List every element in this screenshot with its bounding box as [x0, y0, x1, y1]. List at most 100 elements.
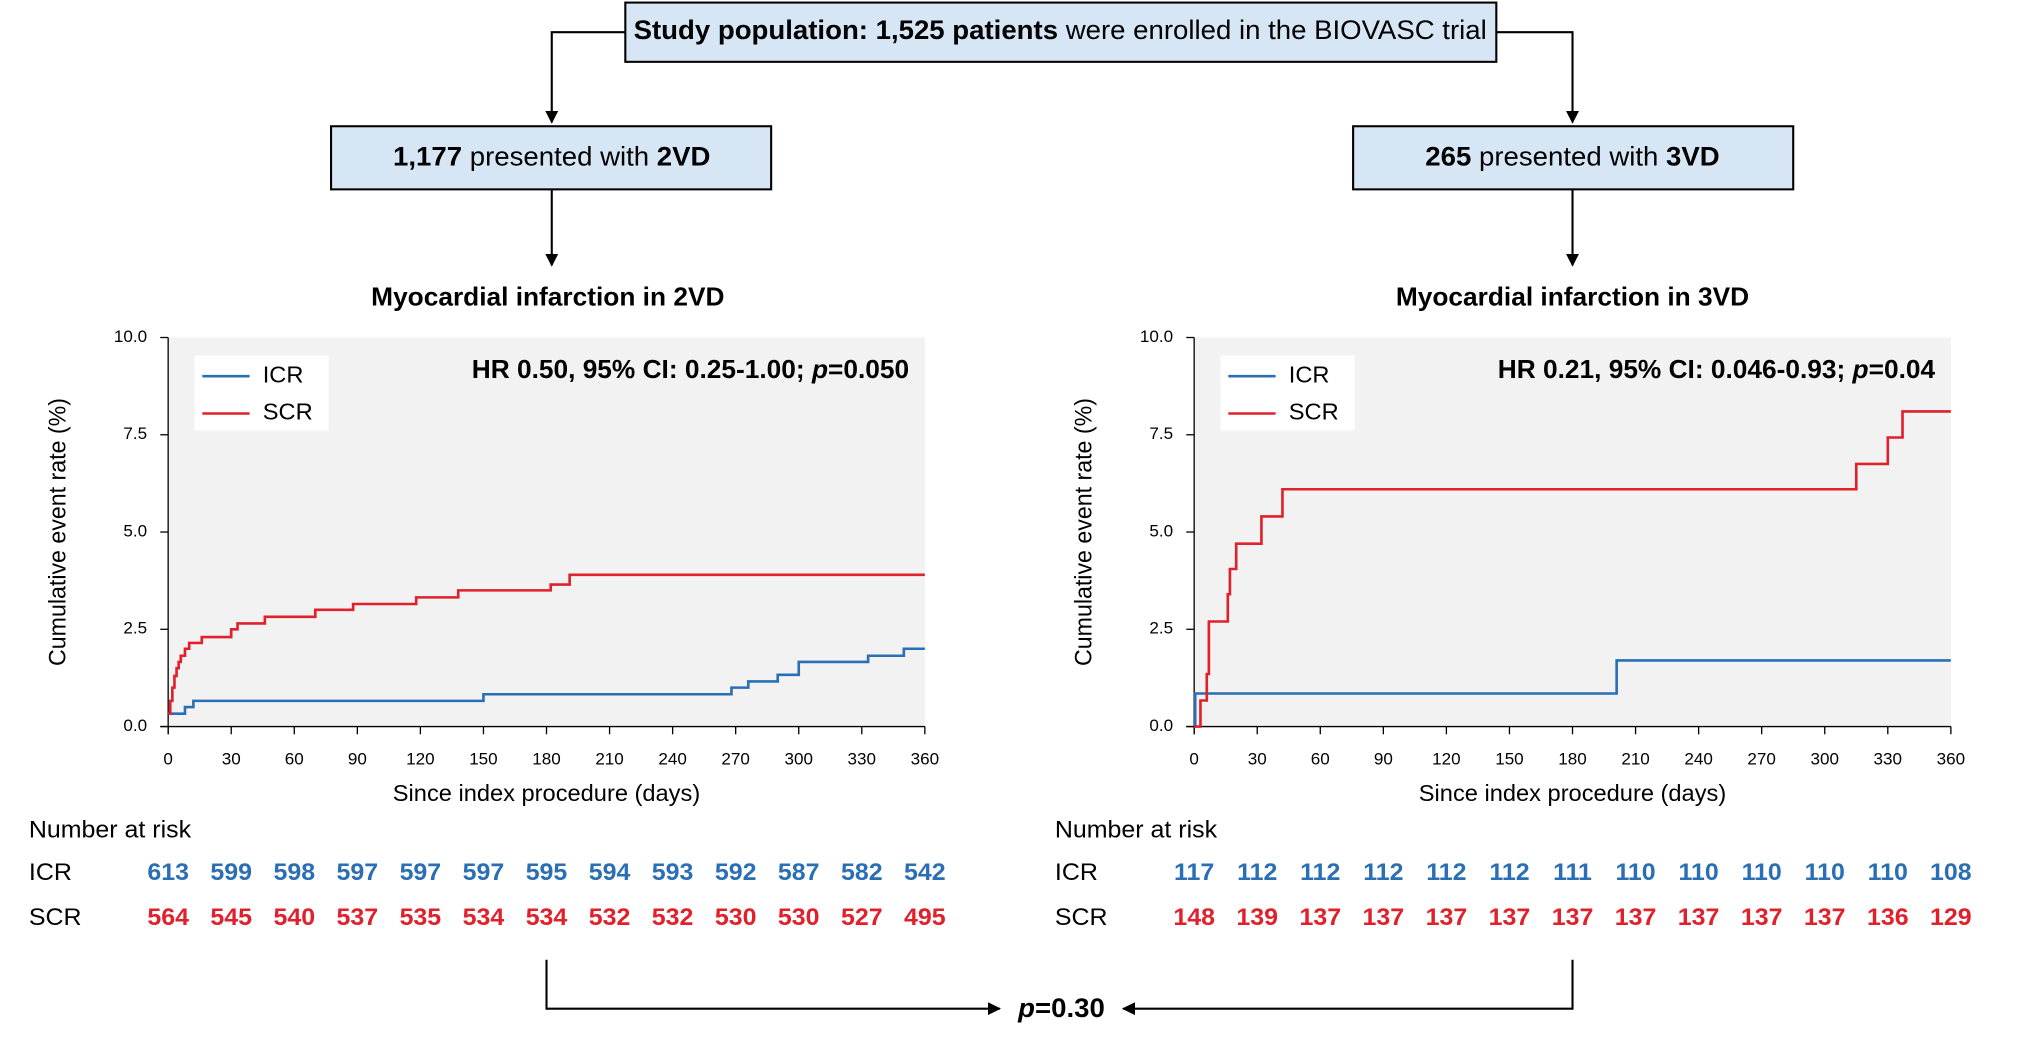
box-text-part: were enrolled in the BIOVASC trial [1058, 15, 1487, 46]
legend-box [1220, 355, 1355, 431]
p-symbol: p [1017, 992, 1035, 1023]
risk-value: 593 [652, 859, 694, 886]
risk-value: 137 [1489, 904, 1531, 931]
risk-value: 598 [273, 859, 315, 886]
risk-value: 613 [147, 859, 189, 886]
risk-value: 137 [1804, 904, 1846, 931]
x-axis-label: Since index procedure (days) [1419, 780, 1726, 806]
connector [1121, 959, 1574, 1016]
y-tick-label: 5.0 [123, 522, 147, 541]
y-tick-label: 0.0 [1149, 716, 1173, 735]
risk-value: 137 [1363, 904, 1405, 931]
risk-value: 527 [841, 904, 883, 931]
risk-value: 597 [463, 859, 505, 886]
risk-value: 545 [210, 904, 252, 931]
box-text: 265 presented with 3VD [1425, 141, 1719, 172]
risk-value: 110 [1615, 859, 1655, 886]
x-axis-label: Since index procedure (days) [393, 780, 700, 806]
x-tick-label: 300 [784, 750, 812, 769]
risk-value: 137 [1299, 904, 1341, 931]
x-tick-label: 0 [163, 750, 172, 769]
x-tick-label: 210 [1621, 750, 1649, 769]
risk-value: 597 [337, 859, 379, 886]
connector [545, 31, 626, 124]
box-text-part: presented with [462, 141, 657, 172]
box-text: Study population: 1,525 patients were en… [634, 15, 1487, 46]
risk-value: 587 [778, 859, 820, 886]
km-curve [168, 647, 925, 715]
risk-value: 129 [1930, 904, 1972, 931]
risk-row-label: ICR [29, 859, 72, 886]
x-tick-label: 240 [1684, 750, 1712, 769]
x-tick-label: 270 [1747, 750, 1775, 769]
risk-value: 530 [715, 904, 757, 931]
x-tick-label: 150 [469, 750, 497, 769]
box-text-part: 265 [1425, 141, 1471, 172]
risk-value: 110 [1679, 859, 1719, 886]
risk-value: 110 [1868, 859, 1908, 886]
x-tick-label: 0 [1189, 750, 1198, 769]
y-tick-label: 2.5 [1149, 619, 1173, 638]
connector [545, 959, 1002, 1016]
risk-value: 112 [1300, 859, 1340, 886]
risk-value: 540 [273, 904, 315, 931]
risk-row-label: SCR [1055, 904, 1108, 931]
box-text-part: presented with [1471, 141, 1666, 172]
x-tick-label: 150 [1495, 750, 1523, 769]
y-axis-label: Cumulative event rate (%) [44, 398, 70, 666]
risk-value: 534 [463, 904, 505, 931]
x-tick-label: 90 [348, 750, 367, 769]
risk-value: 112 [1237, 859, 1277, 886]
risk-value: 532 [589, 904, 631, 931]
box-text-part: 1,177 [393, 141, 462, 172]
y-tick-label: 7.5 [123, 424, 147, 443]
annotation-part: HR 0.50, 95% CI: 0.25-1.00; [472, 354, 812, 384]
risk-row-label: SCR [29, 904, 82, 931]
risk-value: 137 [1426, 904, 1468, 931]
y-tick-label: 7.5 [1149, 424, 1173, 443]
legend-label: SCR [1289, 399, 1339, 425]
risk-value: 542 [904, 859, 946, 886]
box-text: 1,177 presented with 2VD [393, 141, 710, 172]
annotation: HR 0.50, 95% CI: 0.25-1.00; p=0.050 [472, 354, 909, 384]
x-tick-label: 330 [848, 750, 876, 769]
risk-title: Number at risk [29, 817, 192, 844]
x-tick-label: 60 [1311, 750, 1330, 769]
risk-value: 592 [715, 859, 757, 886]
risk-value: 595 [526, 859, 568, 886]
x-tick-label: 300 [1811, 750, 1839, 769]
risk-value: 582 [841, 859, 883, 886]
box-text-part: 2VD [657, 141, 711, 172]
risk-value: 112 [1426, 859, 1466, 886]
annotation-part: HR 0.21, 95% CI: 0.046-0.93; [1498, 354, 1853, 384]
risk-value: 532 [652, 904, 694, 931]
x-tick-label: 360 [911, 750, 939, 769]
left-box [330, 125, 773, 191]
risk-value: 599 [210, 859, 252, 886]
risk-value: 111 [1553, 859, 1592, 886]
box-text-part: 3VD [1666, 141, 1720, 172]
annotation-part: p [1852, 354, 1869, 384]
legend-box [194, 355, 329, 431]
legend-label: ICR [263, 361, 304, 387]
risk-row-label: ICR [1055, 859, 1098, 886]
p-number: =0.30 [1035, 992, 1105, 1023]
x-tick-label: 120 [1432, 750, 1460, 769]
risk-value: 139 [1236, 904, 1278, 931]
risk-value: 537 [337, 904, 379, 931]
risk-value: 137 [1615, 904, 1657, 931]
risk-value: 137 [1741, 904, 1783, 931]
risk-value: 110 [1805, 859, 1845, 886]
y-tick-label: 10.0 [1140, 327, 1173, 346]
y-tick-label: 0.0 [123, 716, 147, 735]
x-tick-label: 210 [595, 750, 623, 769]
risk-value: 136 [1867, 904, 1909, 931]
risk-value: 137 [1678, 904, 1720, 931]
x-tick-label: 270 [721, 750, 749, 769]
chart-title: Myocardial infarction in 3VD [1396, 282, 1749, 312]
risk-value: 535 [400, 904, 442, 931]
legend-label: ICR [1289, 361, 1330, 387]
risk-value: 110 [1742, 859, 1782, 886]
risk-value: 148 [1173, 904, 1215, 931]
